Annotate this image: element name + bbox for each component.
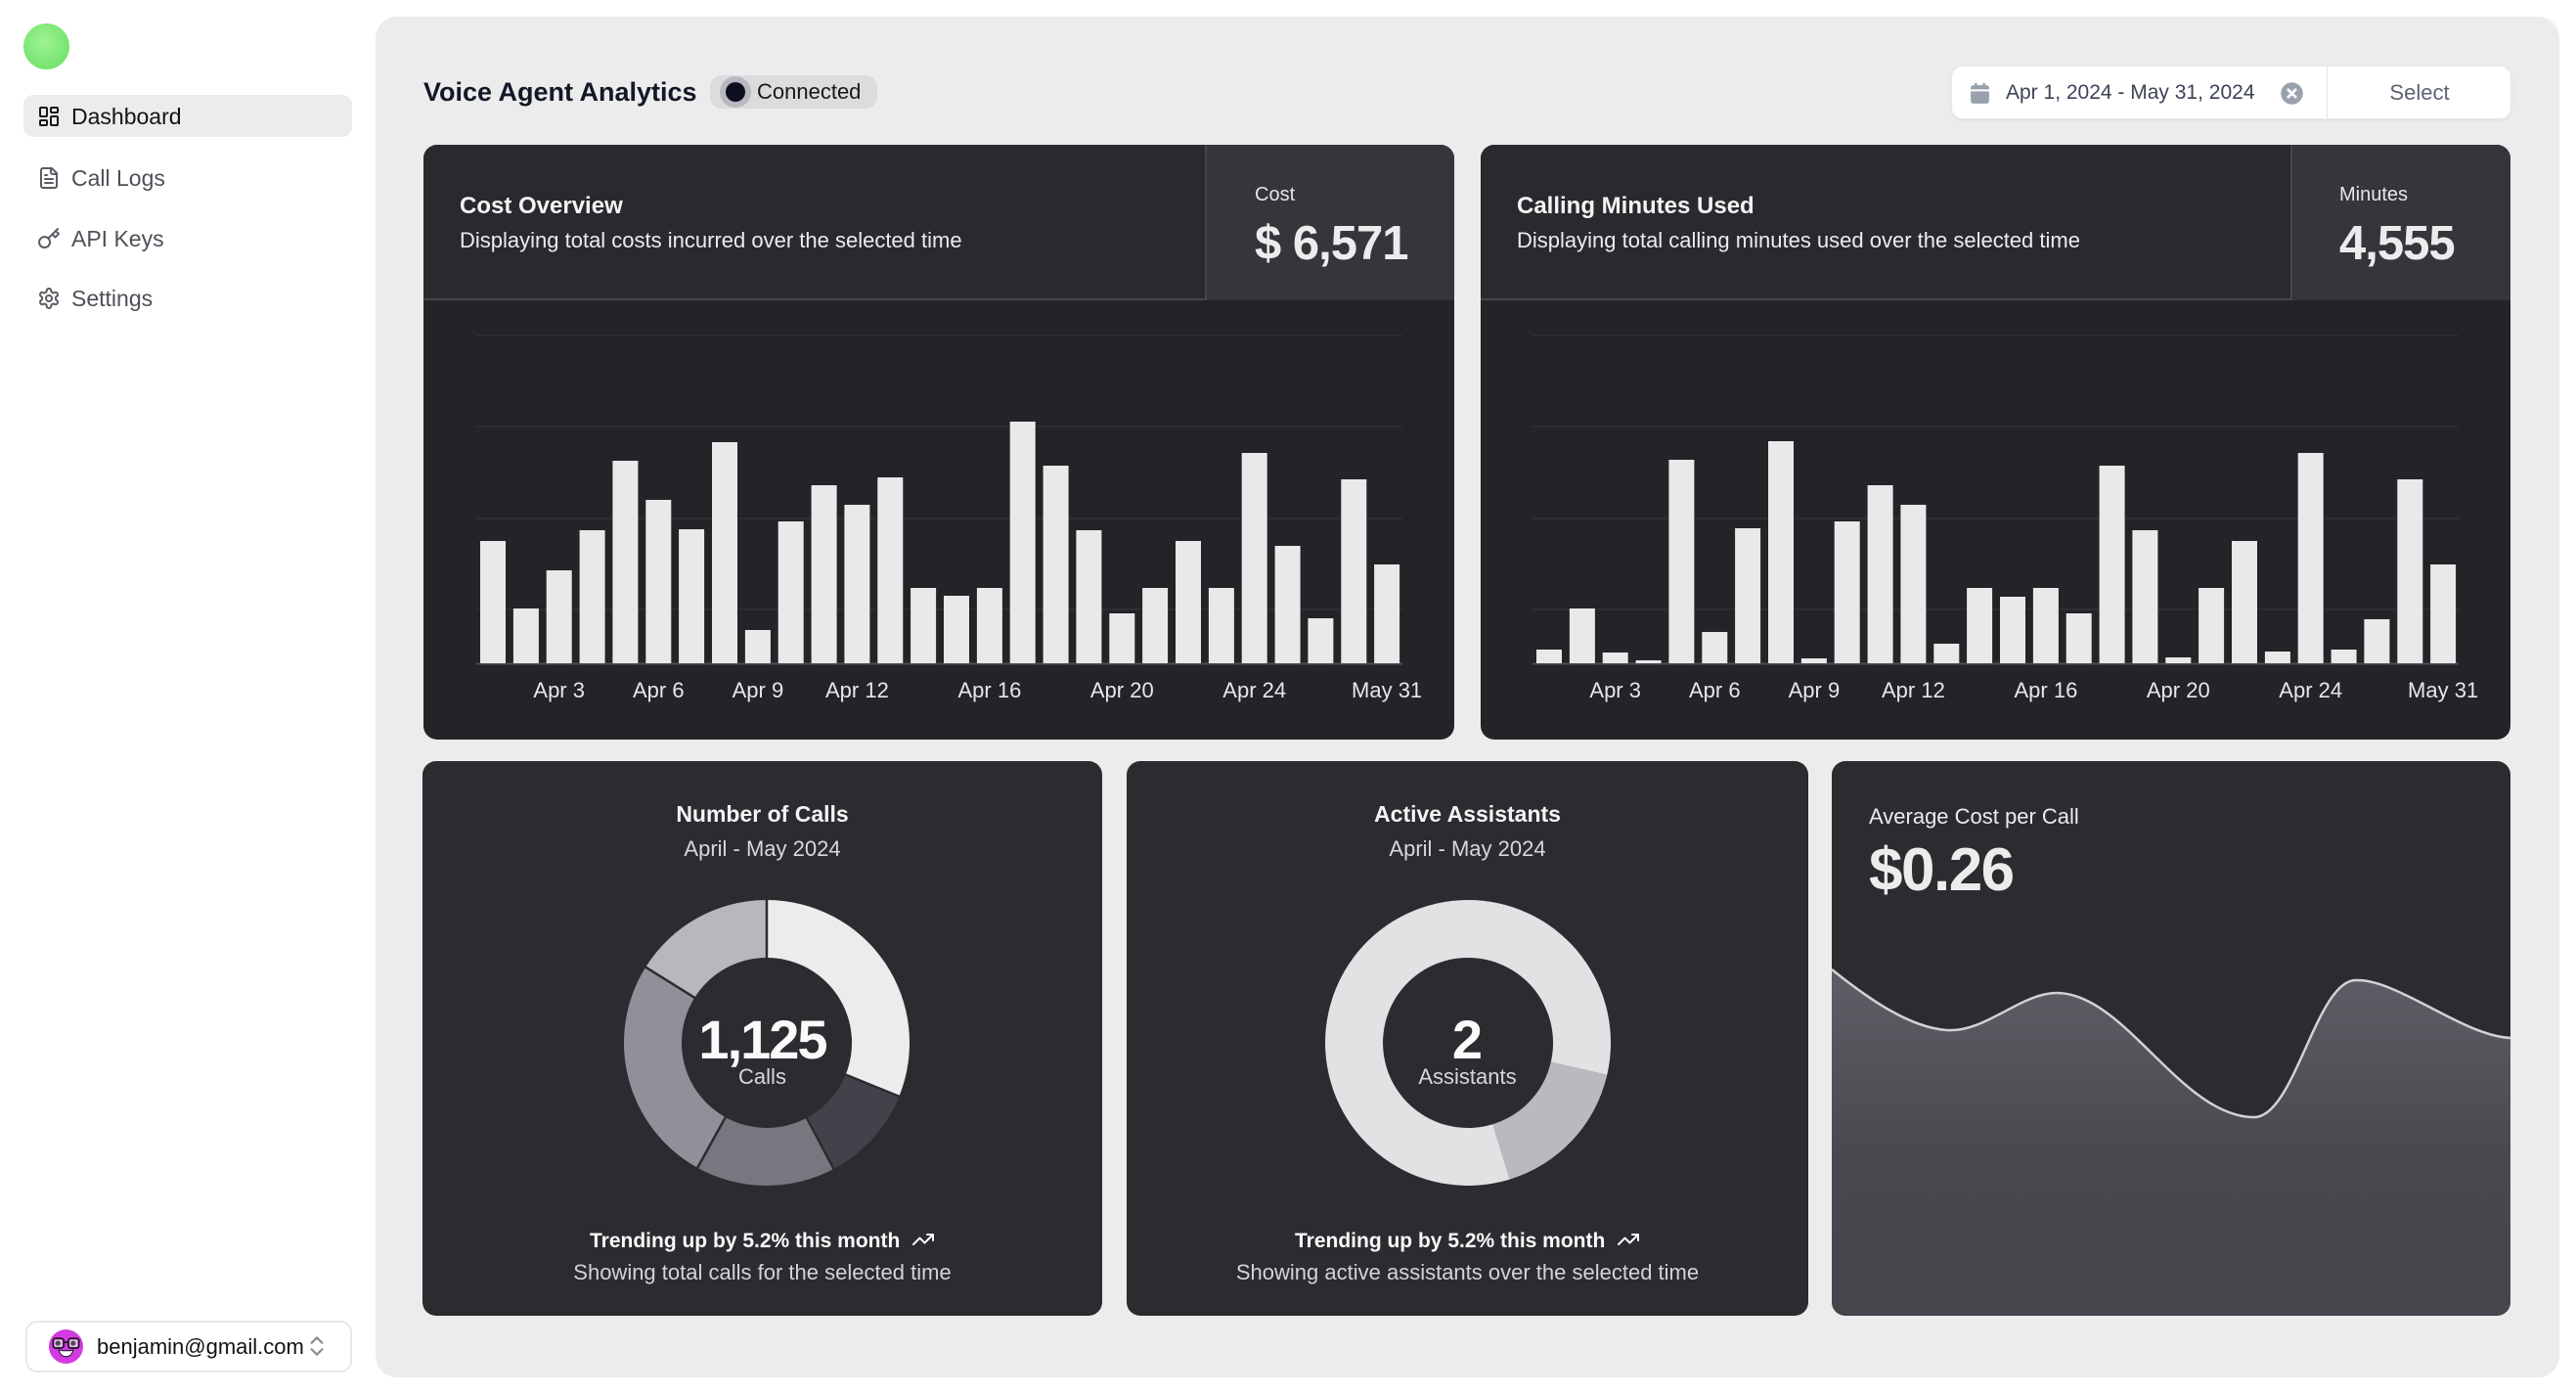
- svg-text:Apr 3: Apr 3: [533, 678, 585, 702]
- svg-text:May 31: May 31: [1352, 678, 1422, 702]
- svg-text:Apr 24: Apr 24: [1222, 678, 1286, 702]
- svg-text:Apr 20: Apr 20: [2147, 678, 2210, 702]
- svg-text:Apr 3: Apr 3: [1589, 678, 1641, 702]
- svg-text:Apr 12: Apr 12: [1882, 678, 1945, 702]
- svg-text:Apr 9: Apr 9: [733, 678, 784, 702]
- svg-text:Apr 24: Apr 24: [2279, 678, 2342, 702]
- svg-text:May 31: May 31: [2408, 678, 2478, 702]
- svg-text:Apr 6: Apr 6: [633, 678, 685, 702]
- svg-text:Apr 16: Apr 16: [2014, 678, 2077, 702]
- svg-text:Apr 20: Apr 20: [1090, 678, 1154, 702]
- svg-text:Apr 9: Apr 9: [1789, 678, 1841, 702]
- svg-text:Apr 16: Apr 16: [957, 678, 1021, 702]
- svg-text:Apr 6: Apr 6: [1689, 678, 1741, 702]
- svg-text:Apr 12: Apr 12: [825, 678, 889, 702]
